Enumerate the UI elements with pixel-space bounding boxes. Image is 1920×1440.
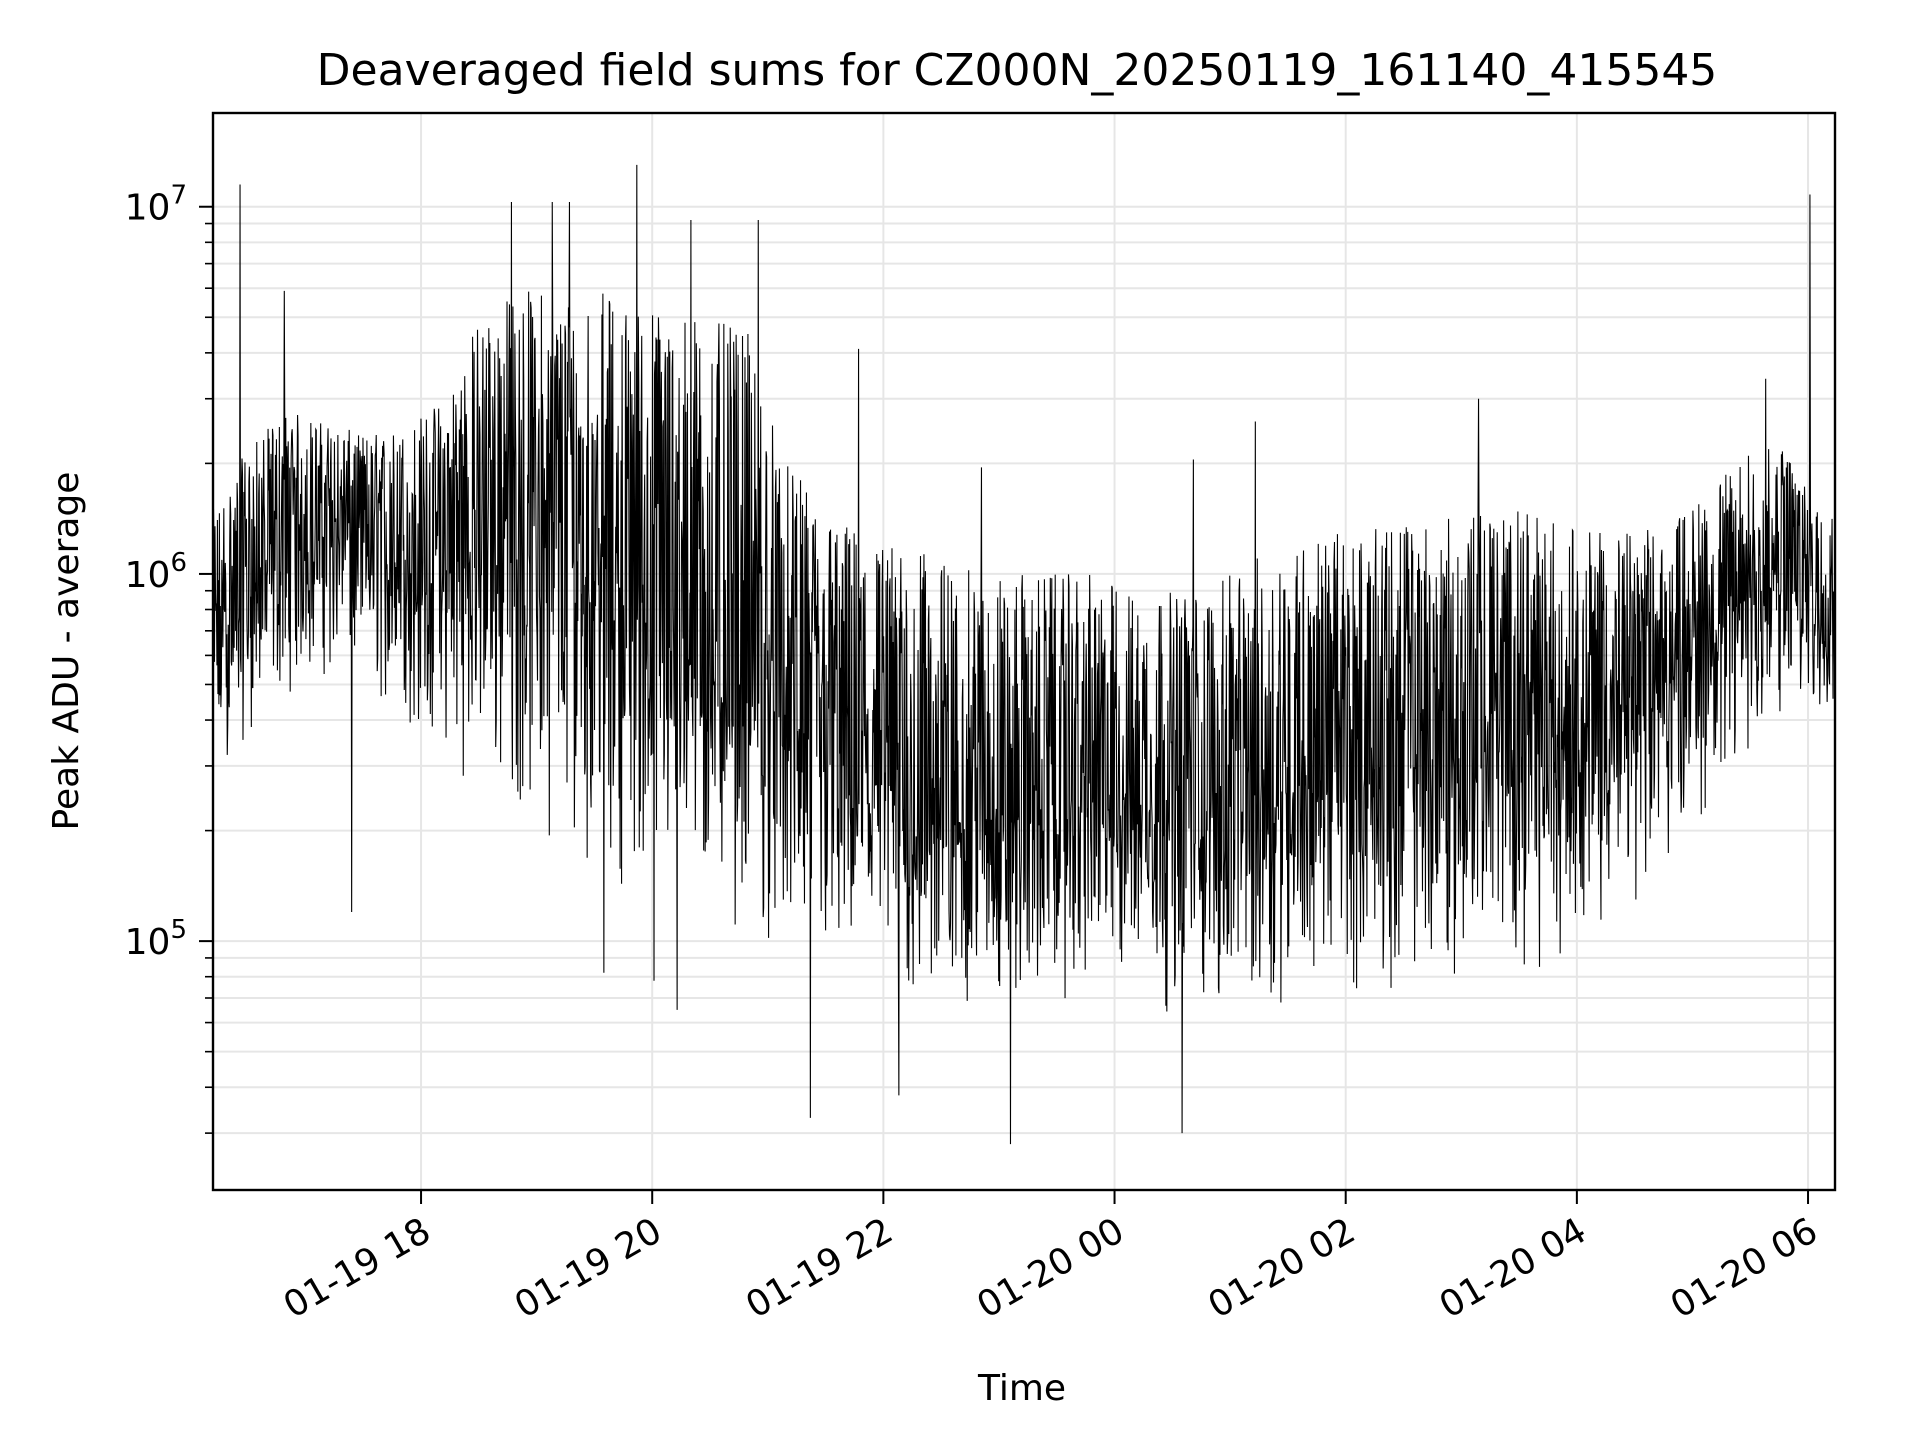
plot-frame xyxy=(211,111,1837,1192)
x-axis-label: Time xyxy=(977,1368,1066,1409)
y-tick-label: 107 xyxy=(125,181,187,229)
series-line xyxy=(212,164,1836,1145)
y-tick-label: 105 xyxy=(125,915,187,963)
y-axis: 105 106 107 xyxy=(125,181,213,1134)
grid xyxy=(213,113,1835,1190)
data-series-0 xyxy=(212,164,1836,1145)
y-tick-label: 106 xyxy=(125,548,187,596)
chart-title: Deaveraged field sums for CZ000N_2025011… xyxy=(317,45,1718,96)
y-axis-label: Peak ADU - average xyxy=(46,472,87,831)
